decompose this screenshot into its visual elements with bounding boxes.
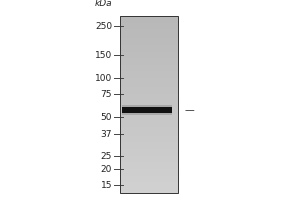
Bar bbox=[120, 138, 178, 140]
Bar bbox=[120, 147, 178, 149]
Bar bbox=[120, 52, 178, 54]
Bar bbox=[120, 20, 178, 23]
Bar bbox=[120, 122, 178, 125]
Bar bbox=[120, 165, 178, 167]
Bar bbox=[120, 98, 178, 100]
Bar bbox=[120, 102, 178, 105]
Bar bbox=[120, 107, 178, 109]
Bar bbox=[120, 91, 178, 94]
Bar bbox=[120, 32, 178, 34]
Bar bbox=[120, 189, 178, 191]
Bar bbox=[120, 16, 178, 18]
Bar bbox=[120, 29, 178, 32]
Text: 250: 250 bbox=[95, 22, 112, 31]
Bar bbox=[120, 94, 178, 96]
Bar bbox=[120, 167, 178, 169]
Bar bbox=[120, 83, 178, 85]
Bar bbox=[120, 129, 178, 131]
Bar bbox=[120, 34, 178, 36]
Text: 150: 150 bbox=[95, 51, 112, 60]
Bar bbox=[120, 140, 178, 142]
Bar bbox=[120, 27, 178, 29]
Bar bbox=[120, 160, 178, 162]
Bar bbox=[120, 185, 178, 187]
Bar bbox=[120, 191, 178, 193]
Bar bbox=[120, 178, 178, 180]
Bar bbox=[120, 43, 178, 45]
Text: 75: 75 bbox=[100, 90, 112, 99]
Bar bbox=[120, 134, 178, 136]
Bar bbox=[120, 151, 178, 153]
Bar bbox=[120, 100, 178, 102]
Bar bbox=[120, 74, 178, 76]
Bar bbox=[120, 131, 178, 134]
Text: 100: 100 bbox=[95, 74, 112, 83]
Bar bbox=[120, 111, 178, 114]
Bar bbox=[120, 87, 178, 89]
Bar bbox=[120, 23, 178, 25]
Bar bbox=[120, 16, 178, 193]
Bar bbox=[120, 136, 178, 138]
Text: kDa: kDa bbox=[94, 0, 112, 8]
Bar bbox=[120, 120, 178, 122]
Bar bbox=[120, 45, 178, 47]
Bar bbox=[120, 78, 178, 80]
Text: 37: 37 bbox=[100, 130, 112, 139]
Bar bbox=[120, 65, 178, 67]
Bar bbox=[120, 156, 178, 158]
Bar bbox=[120, 149, 178, 151]
Bar bbox=[120, 54, 178, 56]
Bar bbox=[120, 187, 178, 189]
Bar bbox=[120, 109, 178, 111]
Bar bbox=[120, 18, 178, 20]
Bar bbox=[120, 89, 178, 91]
Bar bbox=[120, 180, 178, 182]
Bar bbox=[120, 145, 178, 147]
Bar bbox=[122, 107, 172, 113]
Bar bbox=[120, 49, 178, 52]
Bar bbox=[120, 173, 178, 176]
Bar bbox=[120, 38, 178, 40]
Bar bbox=[120, 85, 178, 87]
Bar bbox=[120, 171, 178, 173]
Bar bbox=[120, 47, 178, 49]
Bar bbox=[120, 71, 178, 74]
Bar bbox=[120, 25, 178, 27]
Bar bbox=[120, 56, 178, 58]
Bar bbox=[120, 40, 178, 43]
Bar bbox=[120, 116, 178, 118]
Bar bbox=[120, 176, 178, 178]
Bar bbox=[120, 158, 178, 160]
Bar bbox=[120, 69, 178, 71]
Bar bbox=[120, 67, 178, 69]
Bar bbox=[120, 114, 178, 116]
Bar bbox=[120, 169, 178, 171]
Bar bbox=[120, 63, 178, 65]
Bar bbox=[120, 105, 178, 107]
Bar bbox=[122, 105, 172, 108]
Bar bbox=[120, 162, 178, 165]
Bar bbox=[120, 96, 178, 98]
Bar bbox=[122, 112, 172, 115]
Bar bbox=[120, 36, 178, 38]
Bar bbox=[120, 125, 178, 127]
Text: —: — bbox=[185, 105, 195, 115]
Bar bbox=[120, 142, 178, 145]
Bar bbox=[120, 58, 178, 60]
Text: 15: 15 bbox=[100, 181, 112, 190]
Bar bbox=[120, 182, 178, 185]
Bar bbox=[120, 80, 178, 83]
Text: 25: 25 bbox=[100, 152, 112, 161]
Bar bbox=[120, 76, 178, 78]
Bar bbox=[120, 60, 178, 63]
Bar bbox=[120, 153, 178, 156]
Bar bbox=[120, 118, 178, 120]
Bar bbox=[120, 127, 178, 129]
Text: 50: 50 bbox=[100, 113, 112, 122]
Text: 20: 20 bbox=[100, 165, 112, 174]
